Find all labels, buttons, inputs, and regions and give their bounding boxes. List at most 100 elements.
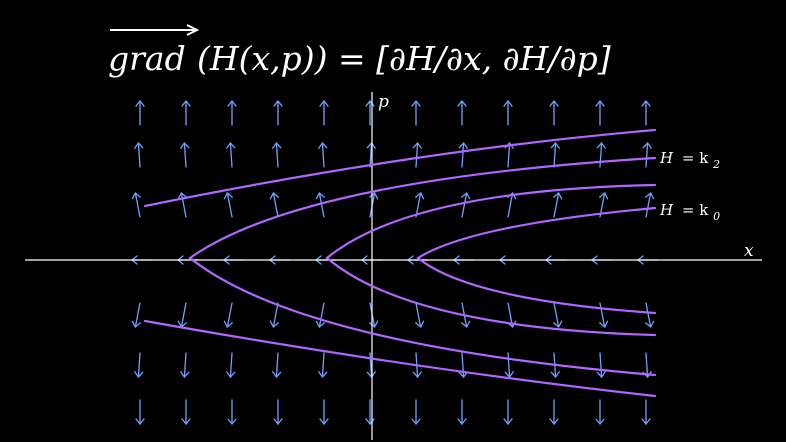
arrow-head [462,142,468,149]
curve-label-k0: H = k 0 [659,201,720,223]
axes: x p [25,92,762,440]
arrow-head [507,100,513,107]
level-curve-k1 [325,183,657,337]
arrow-head [550,142,557,149]
vector-up [223,192,233,218]
arrow-head [599,322,606,328]
vector-up [642,142,652,168]
arrow-head [412,142,419,149]
arrow-head [321,142,328,149]
arrow-head [135,100,141,107]
arrow-shaft [415,192,422,218]
arrow-head [223,320,229,328]
arrow-shaft [180,302,187,328]
arrow-head [139,100,145,107]
vector-up [549,100,559,126]
arrow-head [499,259,506,265]
vector-down [595,399,605,425]
arrow-head [416,142,422,149]
arrow-head [603,192,609,200]
arrow-head [180,192,187,198]
arrow-shaft [369,352,373,378]
vector-down [318,352,328,378]
arrow-head [273,418,279,425]
arrow-head [272,322,279,328]
arrow-head [419,192,425,200]
arrow-head [508,371,514,378]
arrow-head [465,192,471,200]
vector-up [507,192,517,218]
arrow-head [227,418,233,425]
arrow-head [458,371,465,378]
arrow-head [596,371,603,378]
vector-down [181,399,191,425]
title: grad (H(x,p)) = [∂H/∂x, ∂H/∂p] [108,24,611,78]
vector-down [599,302,609,328]
arrow-head [645,418,651,425]
vector-down [457,399,467,425]
arrow-shaft [275,352,279,378]
arrow-shaft [553,142,557,168]
arrow-head [412,371,419,378]
arrow-head [553,192,560,198]
arrow-head [465,320,471,328]
arrow-head [269,320,275,328]
arrow-head [600,371,606,378]
arrow-shaft [645,192,652,218]
arrow-head [503,418,509,425]
arrow-shaft [599,142,603,168]
arrow-head [549,100,555,107]
vector-down [135,399,145,425]
arrow-head [637,255,644,261]
vector-down [272,352,282,378]
vector-down [180,352,190,378]
vector-down [504,352,514,378]
arrow-head [599,418,605,425]
vector-down [549,399,559,425]
vector-down [223,302,233,328]
arrow-shaft [507,192,514,218]
arrow-shaft [599,302,606,328]
arrow-head [177,259,184,265]
arrow-head [134,371,140,378]
vector-down [319,399,329,425]
arrow-head [183,371,190,378]
arrow-head [226,142,232,149]
arrow-head [645,192,652,198]
arrow-head [549,418,555,425]
arrow-head [229,371,236,378]
arrow-shaft [321,142,325,168]
arrow-head [321,371,328,378]
curve-labels: H = k 2 H = k 0 [659,149,720,223]
arrow-head [458,142,465,149]
arrow-shaft [180,192,187,218]
vector-up [269,192,279,218]
arrow-head [646,142,652,149]
arrow-head [277,100,283,107]
arrow-shaft [507,352,511,378]
arrow-head [507,418,513,425]
vector-up [645,192,655,218]
arrow-head [185,100,191,107]
arrow-head [373,320,379,328]
arrow-head [269,192,275,200]
vector-down [227,399,237,425]
arrow-head [229,142,236,149]
vector-down [553,302,563,328]
arrow-shaft [461,192,468,218]
arrow-head [177,320,183,328]
title-expression: (H(x,p)) = [∂H/∂x, ∂H/∂p] [197,39,611,78]
arrow-head [366,142,373,149]
arrow-head [315,259,322,265]
vector-up [134,142,144,168]
arrow-head [269,259,276,265]
vector-up [131,192,141,218]
arrow-head [407,259,414,265]
arrow-head [499,255,506,261]
arrow-head [645,322,652,328]
arrow-head [411,100,417,107]
vector-up [315,192,325,218]
vector-down [366,352,376,378]
arrow-head [177,192,183,200]
